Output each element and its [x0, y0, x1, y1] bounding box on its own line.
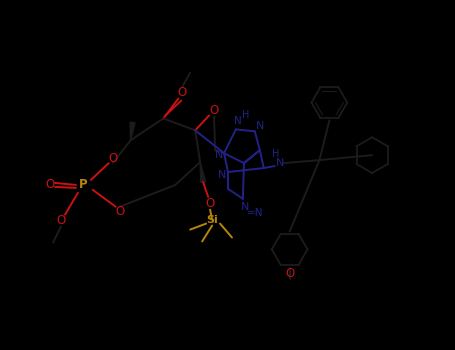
Text: N: N [275, 158, 284, 168]
Text: O: O [285, 267, 294, 280]
Text: O: O [177, 86, 187, 99]
Text: H: H [242, 111, 250, 120]
Text: N: N [215, 150, 223, 160]
Text: Si: Si [206, 215, 218, 225]
Text: O: O [56, 214, 66, 227]
Text: O: O [108, 152, 117, 164]
Text: O: O [115, 205, 124, 218]
Text: O: O [209, 104, 219, 117]
Text: O: O [206, 197, 215, 210]
Text: O: O [46, 178, 55, 191]
Polygon shape [200, 162, 206, 182]
Text: =N: =N [247, 208, 263, 218]
Text: N: N [256, 121, 264, 131]
Polygon shape [130, 122, 135, 140]
Text: N: N [218, 170, 226, 180]
Text: N: N [234, 117, 242, 126]
Text: H: H [272, 149, 279, 159]
Text: N: N [241, 202, 249, 212]
Text: P: P [79, 178, 87, 191]
